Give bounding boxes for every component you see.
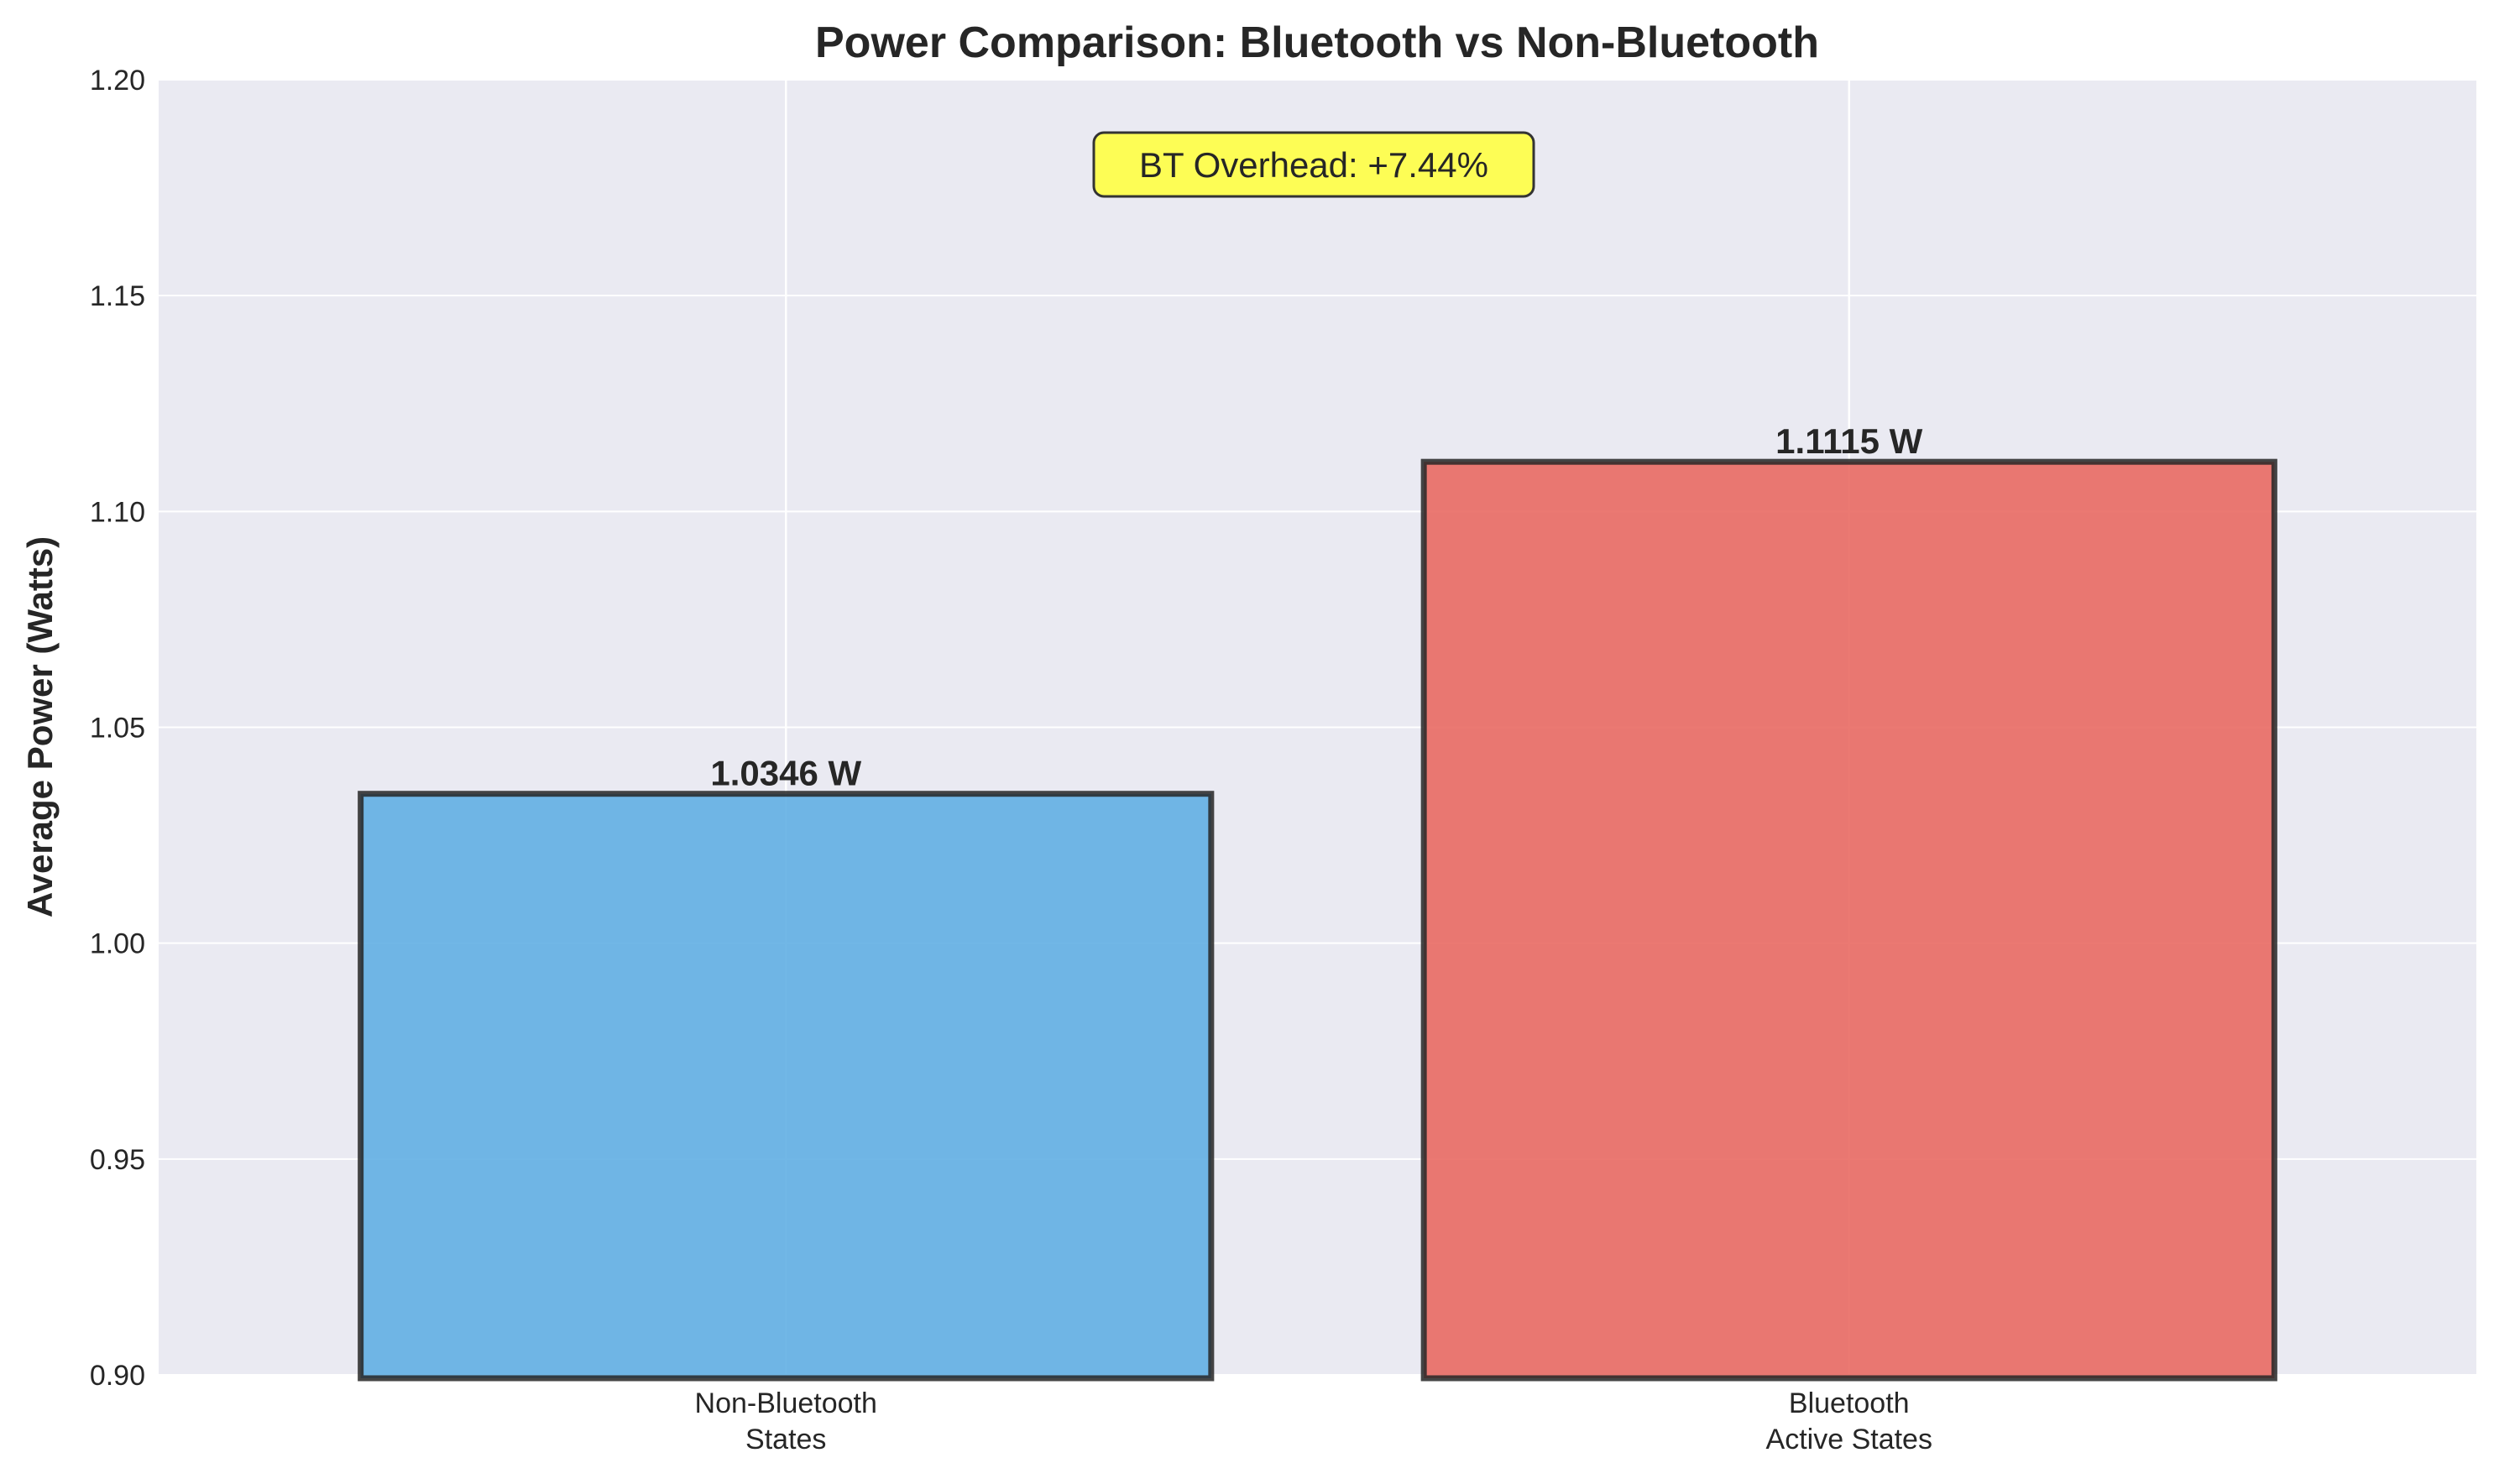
- y-axis-label: Average Power (Watts): [20, 536, 60, 917]
- y-tick-label: 1.15: [90, 280, 145, 312]
- bars: [358, 458, 2277, 1382]
- x-axis-ticks: Non-Bluetooth States Bluetooth Active State…: [695, 1387, 1932, 1455]
- y-tick-label: 1.20: [90, 65, 145, 97]
- bar-value-label: 1.1115 W: [1775, 421, 1922, 461]
- y-axis-ticks: 0.90 0.95 1.00 1.05 1.10 1.15 1.20: [90, 65, 145, 1392]
- x-tick-label: Non-Bluetooth States: [695, 1387, 877, 1455]
- y-tick-label: 1.00: [90, 928, 145, 960]
- annotation-box: BT Overhead: +7.44%: [1092, 131, 1535, 198]
- y-tick-label: 0.90: [90, 1360, 145, 1392]
- bar: [1420, 458, 2277, 1382]
- y-tick-label: 0.95: [90, 1144, 145, 1176]
- y-tick-label: 1.10: [90, 496, 145, 528]
- annotation-text: BT Overhead: +7.44%: [1139, 145, 1488, 185]
- x-tick-label: Bluetooth Active States: [1766, 1387, 1932, 1455]
- value-labels: 1.0346 W 1.1115 W: [710, 421, 1922, 793]
- bar-value-label: 1.0346 W: [710, 754, 861, 793]
- chart-title: Power Comparison: Bluetooth vs Non-Bluet…: [815, 18, 1819, 67]
- bar: [358, 791, 1215, 1382]
- y-tick-label: 1.05: [90, 713, 145, 745]
